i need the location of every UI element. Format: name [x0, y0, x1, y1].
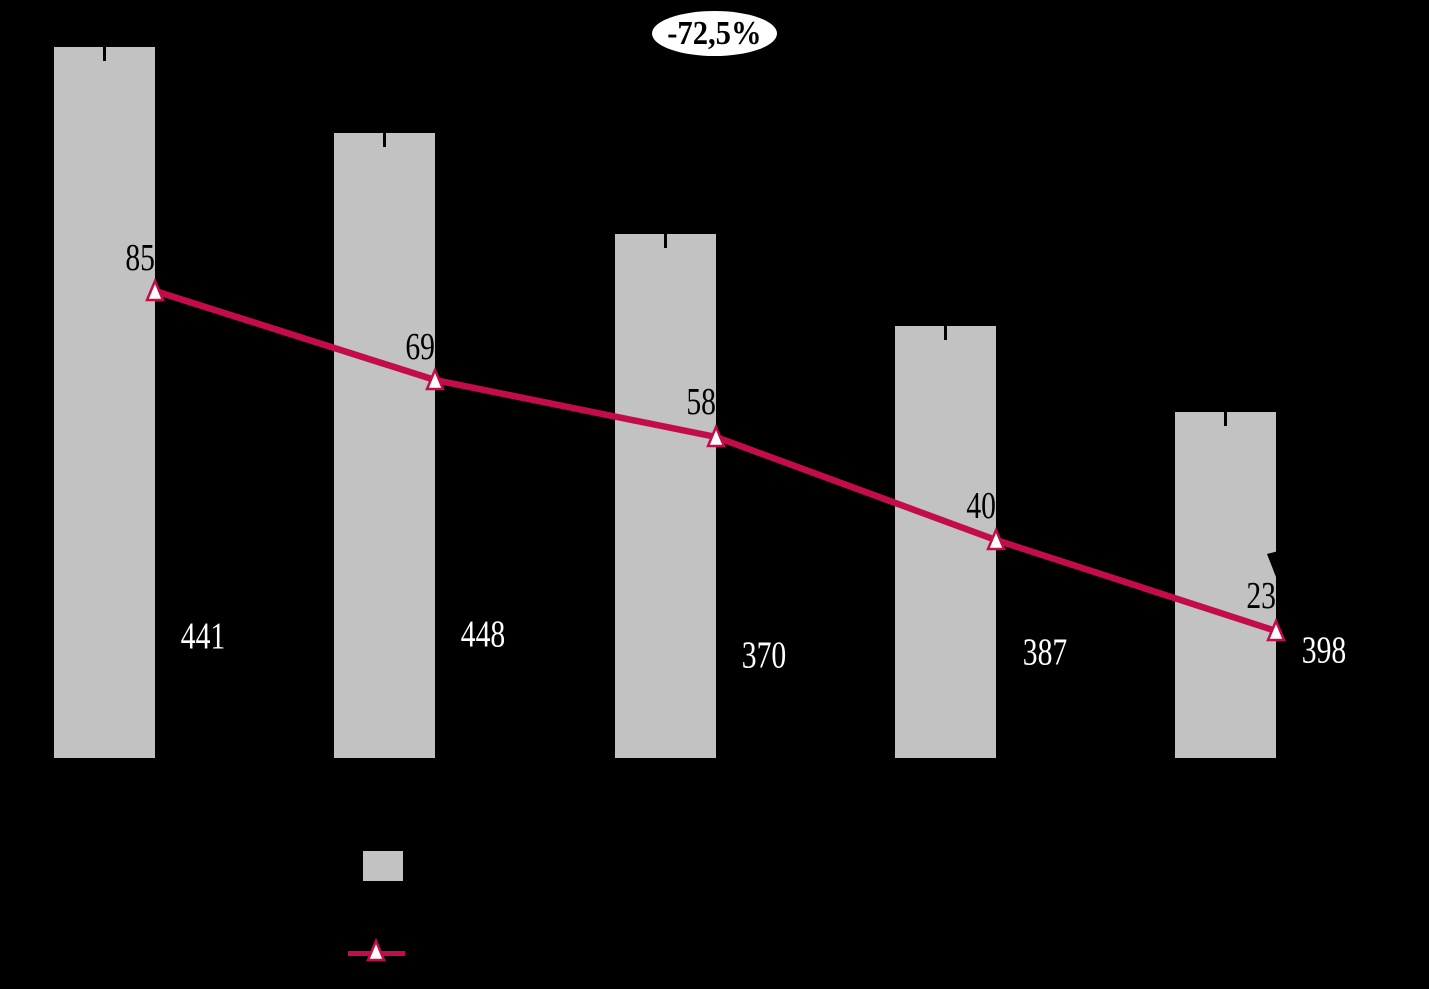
bar-value-label: 441 — [180, 615, 226, 658]
change-badge-label: -72,5% — [667, 14, 762, 52]
bar-top-tick-icon — [1224, 412, 1227, 426]
line-value-label: 58 — [686, 381, 716, 423]
bar-top-tick-icon — [944, 326, 947, 340]
line-value-label: 69 — [405, 326, 435, 368]
bar-column — [334, 133, 435, 758]
line-value-label: 40 — [966, 485, 996, 527]
change-badge: -72,5% — [652, 11, 777, 56]
bar-top-tick-icon — [103, 47, 106, 61]
bar-value-label: 370 — [741, 634, 787, 677]
bar-column — [54, 47, 155, 758]
bar-top-tick-icon — [664, 234, 667, 248]
line-value-label: 23 — [1246, 575, 1276, 617]
line-value-label: 85 — [125, 237, 155, 279]
bar-column — [895, 326, 996, 758]
bar-value-label: 387 — [1022, 631, 1068, 674]
bar-top-tick-icon — [383, 133, 386, 147]
legend-bar-swatch — [363, 851, 403, 881]
bar-value-label: 398 — [1301, 629, 1347, 672]
bar-value-label: 448 — [460, 613, 506, 656]
legend-line-marker-icon — [366, 937, 386, 962]
bar-column — [615, 234, 716, 758]
